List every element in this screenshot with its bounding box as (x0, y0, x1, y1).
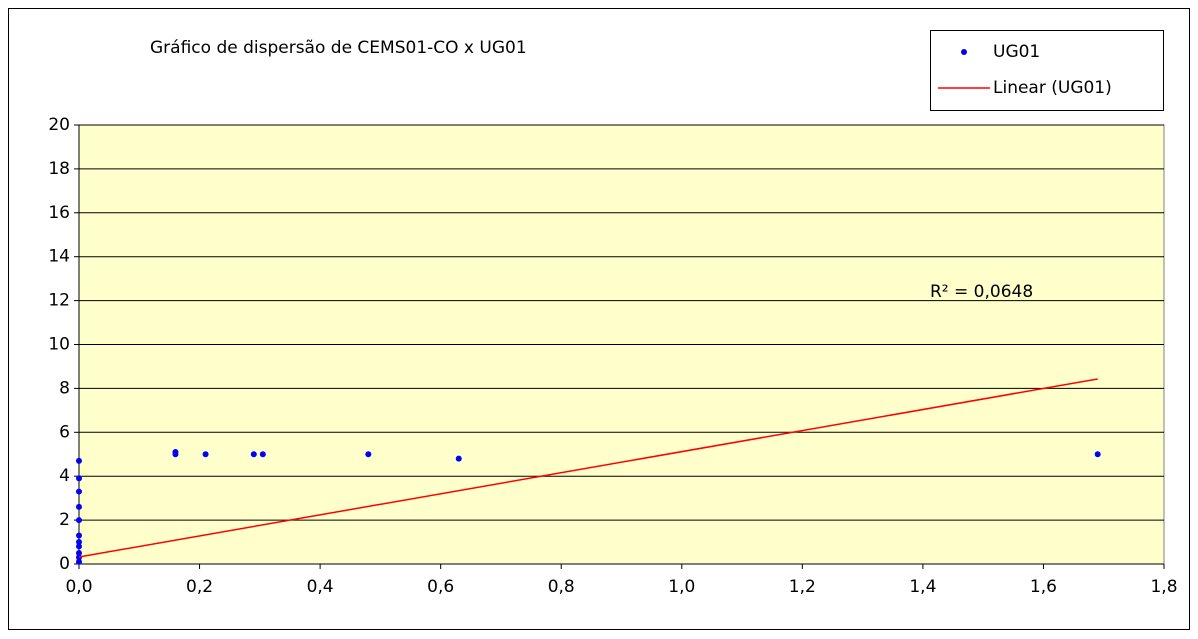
point (202, 451, 209, 458)
x-tick-label: 0,8 (548, 577, 575, 597)
x-tick-label: 0,6 (427, 577, 454, 597)
point (76, 532, 82, 539)
x-tick-label: 0,4 (307, 577, 334, 597)
point (76, 503, 82, 510)
x-tick-label: 1,4 (909, 577, 936, 597)
point (76, 517, 82, 524)
point (365, 451, 372, 458)
x-tick-label: 1,6 (1030, 577, 1057, 597)
point (76, 475, 82, 482)
x-tick-label: 0,2 (186, 577, 213, 597)
point (455, 455, 462, 462)
y-tick-label: 16 (48, 203, 70, 223)
point (1094, 451, 1101, 458)
legend-swatch (961, 49, 967, 55)
point (76, 488, 82, 495)
point (259, 451, 266, 458)
point (76, 558, 82, 565)
point (250, 451, 257, 458)
point (76, 543, 82, 550)
y-tick-label: 8 (59, 378, 70, 398)
x-tick-label: 1,0 (668, 577, 695, 597)
x-tick-label: 1,8 (1150, 577, 1177, 597)
x-tick-label: 1,2 (789, 577, 816, 597)
legend-label: Linear (UG01) (993, 78, 1112, 98)
point (76, 457, 82, 464)
trend-line (78, 378, 1098, 558)
legend-label: UG01 (993, 42, 1040, 62)
point (76, 554, 82, 561)
y-tick-label: 4 (59, 466, 70, 486)
y-tick-label: 20 (48, 115, 70, 135)
point (172, 451, 179, 458)
y-tick-label: 14 (48, 247, 70, 267)
chart-title: Gráfico de dispersão de CEMS01-CO x UG01 (150, 38, 527, 58)
y-tick-label: 0 (59, 554, 70, 574)
annotation: R² = 0,0648 (930, 282, 1033, 302)
x-tick-label: 0,0 (65, 577, 92, 597)
y-tick-label: 2 (59, 510, 70, 530)
y-tick-label: 18 (48, 159, 70, 179)
point (76, 539, 82, 546)
point (76, 550, 82, 557)
legend-box (930, 30, 1164, 111)
y-tick-label: 6 (59, 422, 70, 442)
y-tick-label: 12 (48, 291, 70, 311)
y-tick-label: 10 (48, 335, 70, 355)
